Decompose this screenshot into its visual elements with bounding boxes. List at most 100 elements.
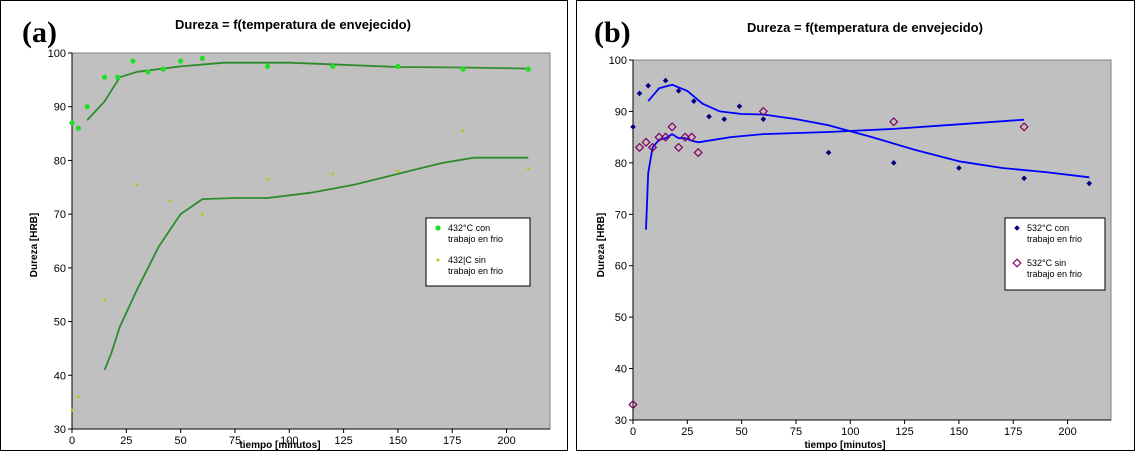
panel-b-title: Dureza = f(temperatura de envejecido) (747, 20, 983, 35)
panel-b-series-1-point (956, 165, 962, 171)
panel-b-ytick-label: 30 (615, 415, 627, 427)
panel-a-xtick-label: 25 (120, 435, 132, 447)
panel-b-xtick-label: 25 (681, 426, 693, 438)
panel-b-ytick-label: 80 (615, 158, 627, 170)
panel-a-series-1-point (145, 69, 151, 75)
panel-b-series-2-point (667, 122, 677, 132)
panel-a-xtick-label: 125 (334, 435, 352, 447)
panel-b-series-1-point (736, 103, 743, 110)
panel-b-series-1-point (630, 124, 636, 130)
panel-a-series-1-point (160, 66, 166, 72)
panel-a-series-2-point (526, 166, 530, 170)
panel-b-xtick-label: 100 (841, 426, 859, 438)
panel-b-series-1-point (636, 90, 643, 97)
panel-a-ylabel: Dureza [HRB] (29, 213, 40, 277)
panel-b-series-2-point (680, 132, 690, 142)
panel-a-series-2-point (70, 408, 74, 412)
panel-a-series-2-point (168, 199, 172, 203)
panel-b-series-2-point (687, 132, 697, 142)
panel-a-xlabel: tiempo [minutos] (239, 440, 320, 451)
panel-b-ytick-label: 70 (615, 209, 627, 221)
panel-b-series-1-point (760, 116, 767, 122)
panel-a-series-2-point (77, 395, 81, 399)
panel-a-xtick-label: 75 (229, 435, 241, 447)
panel-a-title: Dureza = f(temperatura de envejecido) (175, 17, 411, 32)
panel-b-ytick-label: 100 (609, 55, 627, 67)
panel-a-trendline-1 (86, 61, 529, 121)
panel-b-xtick-label: 125 (895, 426, 913, 438)
panel-a-series-1-point (75, 125, 82, 131)
panel-b-legend-label-1: 532°C con trabajo en frio (1027, 223, 1082, 244)
panel-a-series-2-point (266, 177, 270, 181)
panel-b-series-1-point (825, 149, 832, 156)
panel-a-series-2-point (461, 129, 465, 133)
panel-a-ytick-label: 80 (54, 155, 66, 167)
panel-a-ytick-label: 60 (54, 263, 66, 275)
panel-a-series-2-point (103, 298, 107, 302)
panel-b-xtick-label: 0 (630, 426, 636, 438)
panel-a-series-1-point (199, 55, 205, 61)
panel-a-ytick-label: 100 (48, 48, 66, 60)
panel-b-series-2-point (673, 142, 684, 153)
panel-a-series-2-point (135, 183, 139, 187)
panel-b-series-1-point (721, 116, 728, 122)
panel-a-series-2-point (331, 172, 335, 176)
panel-a-xtick-label: 100 (280, 435, 298, 447)
panel-b-letter: (b) (594, 16, 631, 49)
panel-a-series-1-point (460, 66, 466, 72)
panel-b-ytick-label: 90 (615, 106, 627, 118)
panel-a-series-2-point (200, 212, 204, 216)
panel-a-series-1-point (130, 58, 136, 64)
panel-b-series-2-point (889, 117, 899, 127)
panel-a-ytick-label: 30 (54, 424, 66, 436)
panel-b-series-1-point (675, 88, 682, 94)
panel-b-trendline-2 (645, 118, 1025, 230)
panel-a-series-1-point (395, 63, 401, 70)
panel-a-legend-marker-2 (436, 258, 440, 262)
panel-b-legend-marker-1 (1014, 225, 1020, 231)
panel-a-series-1-point (69, 120, 75, 126)
panel-a-legend-label-2: 432|C sin trabajo en frio (448, 255, 503, 276)
panel-b-ytick-label: 60 (615, 261, 627, 273)
panel-b-xtick-label: 200 (1058, 426, 1076, 438)
panel-a-legend-label-1: 432°C con trabajo en frio (448, 223, 503, 244)
panel-a-xtick-label: 150 (389, 435, 407, 447)
panel-a-ytick-label: 90 (54, 102, 66, 114)
panel-a-xtick-label: 175 (443, 435, 461, 447)
panel-a-series-1-point (178, 58, 184, 64)
panel-a-xtick-label: 0 (69, 435, 75, 447)
panel-b-series-2-point (628, 399, 638, 410)
panel-b-series-2-point (693, 147, 703, 158)
panel-a-ytick-label: 50 (54, 317, 66, 329)
panel-b-series-1-point (890, 160, 897, 166)
panel-b-series-2-point (647, 142, 658, 153)
panel-b-series-1-point (1021, 175, 1027, 182)
panel-a-legend-marker-1 (435, 225, 441, 231)
panel-a-xtick-label: 200 (497, 435, 515, 447)
panel-a-trendline-2 (103, 156, 529, 371)
panel-b-legend-label-2: 532°C sin trabajo en frio (1027, 258, 1082, 279)
panel-b-series-1-point (706, 113, 712, 120)
panel-b-series-2-point (634, 142, 645, 153)
panel-a-series-1-point (115, 74, 121, 80)
panel-b-xtick-label: 75 (790, 426, 802, 438)
panel-b-ytick-label: 50 (615, 312, 627, 324)
panel-b-xtick-label: 150 (950, 426, 968, 438)
panel-b-ytick-label: 40 (615, 364, 627, 376)
panel-b-series-1-point (645, 82, 652, 89)
panel-a-legend (425, 217, 531, 287)
plots-layer: 30 40 50 60 70 80 90 100 0 25 50 75 100 125 150 175 200 4… (48, 48, 1112, 447)
panel-a-ytick-label: 40 (54, 370, 66, 382)
panel-a-series-1-point (330, 63, 336, 70)
panel-a-series-1-point (84, 104, 90, 110)
panel-a-series-1-point (101, 74, 108, 80)
panel-b-trendline-1 (647, 83, 1090, 179)
panel-b-xtick-label: 50 (736, 426, 748, 438)
panel-a-series-2-point (396, 169, 400, 173)
panel-b-series-2-point (660, 132, 671, 142)
panel-b-xtick-label: 175 (1004, 426, 1022, 438)
panel-b-legend (1004, 217, 1106, 291)
panel-a-letter: (a) (22, 16, 57, 49)
panel-b-ylabel: Dureza [HRB] (596, 213, 607, 277)
